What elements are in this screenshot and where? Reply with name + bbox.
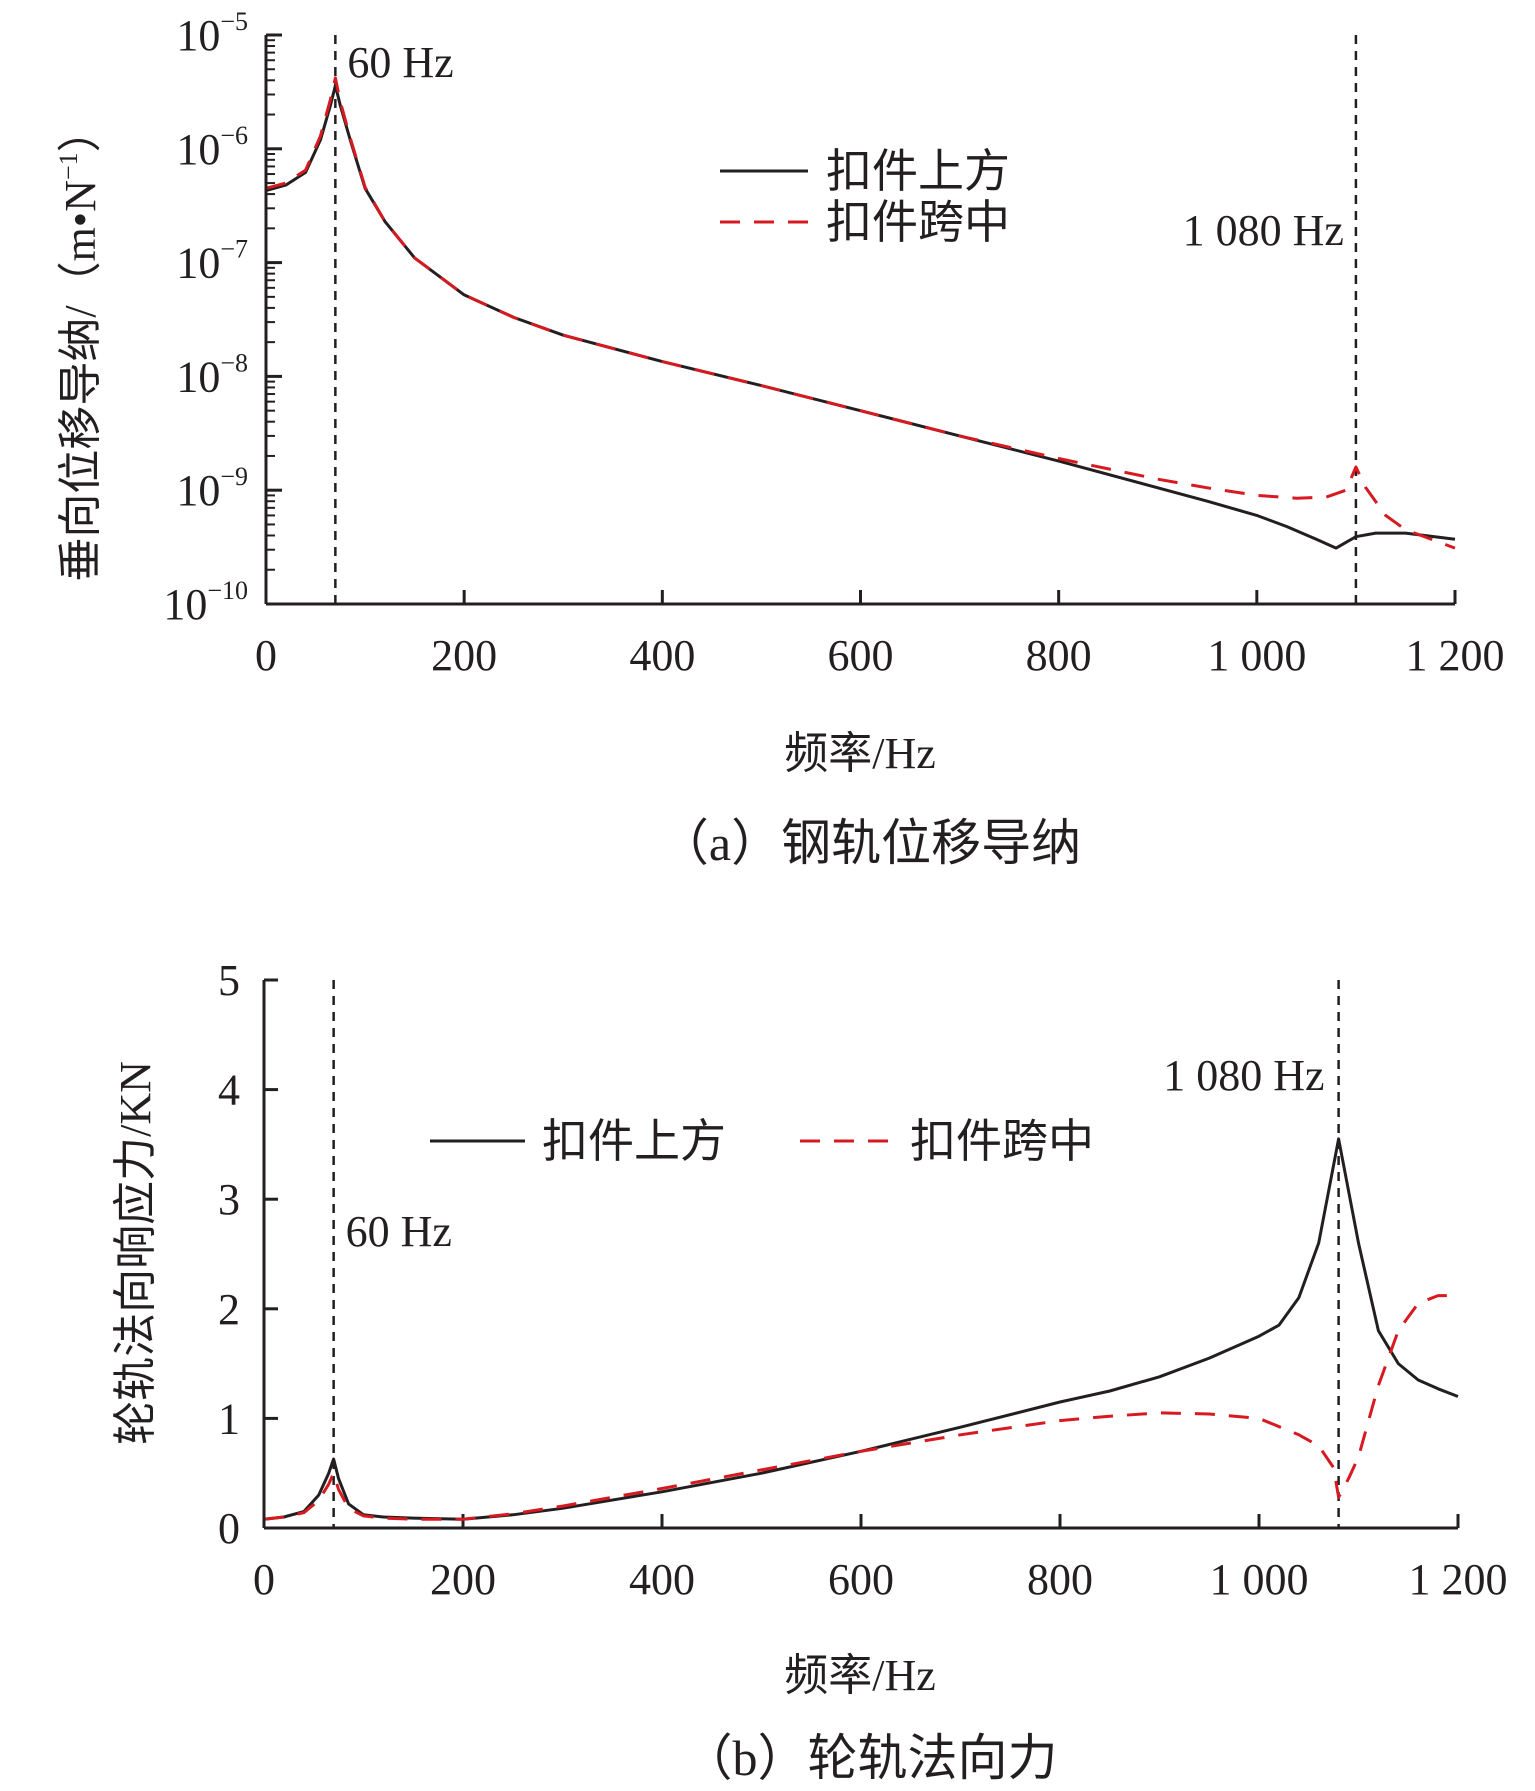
series-line-above-fastener: [263, 1137, 1459, 1521]
chart-b-y-axis-title-text: 轮轨法向响应力/KN: [111, 1061, 160, 1445]
y-tick-exponent: −9: [220, 462, 248, 491]
y-tick-exponent: −7: [220, 235, 248, 264]
y-tick-exponent: −8: [220, 348, 248, 377]
x-tick-label: 1 200: [1409, 1555, 1508, 1604]
y-tick-label: 10−7: [176, 235, 248, 288]
chart-a-legend-label-above: 扣件上方: [826, 146, 1010, 197]
chart-a-ticks: [264, 33, 1457, 606]
chart-b-caption: （b）轮轨法向力: [683, 1730, 1058, 1786]
chart-b-y-tick-labels: 0 1 2 3 4 5: [218, 956, 240, 1553]
chart-a-legend: 扣件上方 扣件跨中: [720, 146, 1010, 248]
y-tick-base: 10: [176, 125, 220, 174]
x-tick-label: 200: [430, 1555, 496, 1604]
chart-b-x-tick-labels: 0 200 400 600 800 1 000 1 200: [253, 1555, 1508, 1604]
chart-b-x-axis-title: 频率/Hz: [784, 1651, 936, 1700]
y-tick-base: 10: [176, 239, 220, 288]
chart-a-series: [265, 76, 1456, 550]
chart-b-legend-label-mid: 扣件跨中: [910, 1116, 1094, 1167]
chart-a-x-axis-title: 频率/Hz: [784, 729, 936, 778]
reference-line-label: 60 Hz: [346, 1207, 452, 1256]
x-tick-label: 400: [629, 1555, 695, 1604]
y-tick-label: 1: [218, 1394, 240, 1443]
chart-a-axes: [264, 35, 1455, 606]
x-tick-label: 600: [828, 631, 894, 680]
y-tick-base: 10: [176, 466, 220, 515]
y-tick-label: 10−9: [176, 462, 248, 515]
chart-b-normal-force: 0 1 2 3 4 5 0 200 400 600 800 1 000 1 200 60 Hz 1 08…: [111, 956, 1508, 1786]
chart-b-annotations: 60 Hz 1 080 Hz: [346, 1051, 1325, 1256]
y-tick-label: 0: [218, 1504, 240, 1553]
y-tick-exponent: −10: [207, 576, 248, 605]
chart-a-y-axis-title-sup: −1: [54, 152, 83, 180]
chart-b-y-axis-title: 轮轨法向响应力/KN: [111, 1061, 160, 1445]
x-tick-label: 200: [431, 631, 497, 680]
y-tick-label: 4: [218, 1066, 240, 1115]
reference-line-label: 1 080 Hz: [1183, 206, 1344, 255]
x-tick-label: 0: [255, 631, 277, 680]
chart-b-legend: 扣件上方 扣件跨中: [430, 1116, 1094, 1167]
y-tick-base: 10: [163, 580, 207, 629]
chart-b-axes: [262, 980, 1458, 1530]
y-tick-base: 10: [176, 352, 220, 401]
y-tick-label: 3: [218, 1175, 240, 1224]
chart-b-reference-lines: [332, 980, 1340, 1528]
series-line-mid-span: [263, 1294, 1458, 1521]
reference-line-label: 1 080 Hz: [1163, 1051, 1324, 1100]
y-tick-label: 10−10: [163, 576, 248, 629]
y-tick-label: 5: [218, 956, 240, 1005]
x-tick-label: 1 200: [1406, 631, 1505, 680]
y-tick-exponent: −6: [220, 121, 248, 150]
series-line-mid-span: [265, 76, 1456, 550]
x-tick-label: 600: [828, 1555, 894, 1604]
x-tick-label: 0: [253, 1555, 275, 1604]
chart-a-y-axis-title-text: 垂向位移导纳/（m•N−1）: [54, 108, 105, 581]
y-tick-exponent: −5: [220, 7, 248, 36]
chart-a-legend-label-mid: 扣件跨中: [826, 197, 1010, 248]
chart-a-x-tick-labels: 0 200 400 600 800 1 000 1 200: [255, 631, 1505, 680]
y-tick-label: 10−6: [176, 121, 248, 174]
y-tick-label: 10−5: [176, 7, 248, 60]
y-tick-base: 10: [176, 11, 220, 60]
chart-a-annotations: 60 Hz 1 080 Hz: [347, 38, 1344, 255]
chart-a-y-axis-title: 垂向位移导纳/（m•N−1）: [54, 108, 105, 581]
chart-a-reference-lines: [334, 35, 1358, 604]
reference-line-label: 60 Hz: [347, 38, 453, 87]
chart-b-legend-label-above: 扣件上方: [542, 1116, 726, 1167]
x-tick-label: 800: [1027, 1555, 1093, 1604]
y-tick-label: 10−8: [176, 348, 248, 401]
chart-a-caption: （a）钢轨位移导纳: [659, 815, 1081, 871]
chart-a-y-axis-title-end: ）: [56, 108, 105, 152]
x-tick-label: 1 000: [1207, 631, 1306, 680]
x-tick-label: 400: [629, 631, 695, 680]
chart-b-series: [263, 1137, 1459, 1521]
x-tick-label: 1 000: [1210, 1555, 1309, 1604]
x-tick-label: 800: [1026, 631, 1092, 680]
chart-a-y-axis-title-main: 垂向位移导纳/（m•N: [56, 180, 105, 582]
y-tick-label: 2: [218, 1285, 240, 1334]
